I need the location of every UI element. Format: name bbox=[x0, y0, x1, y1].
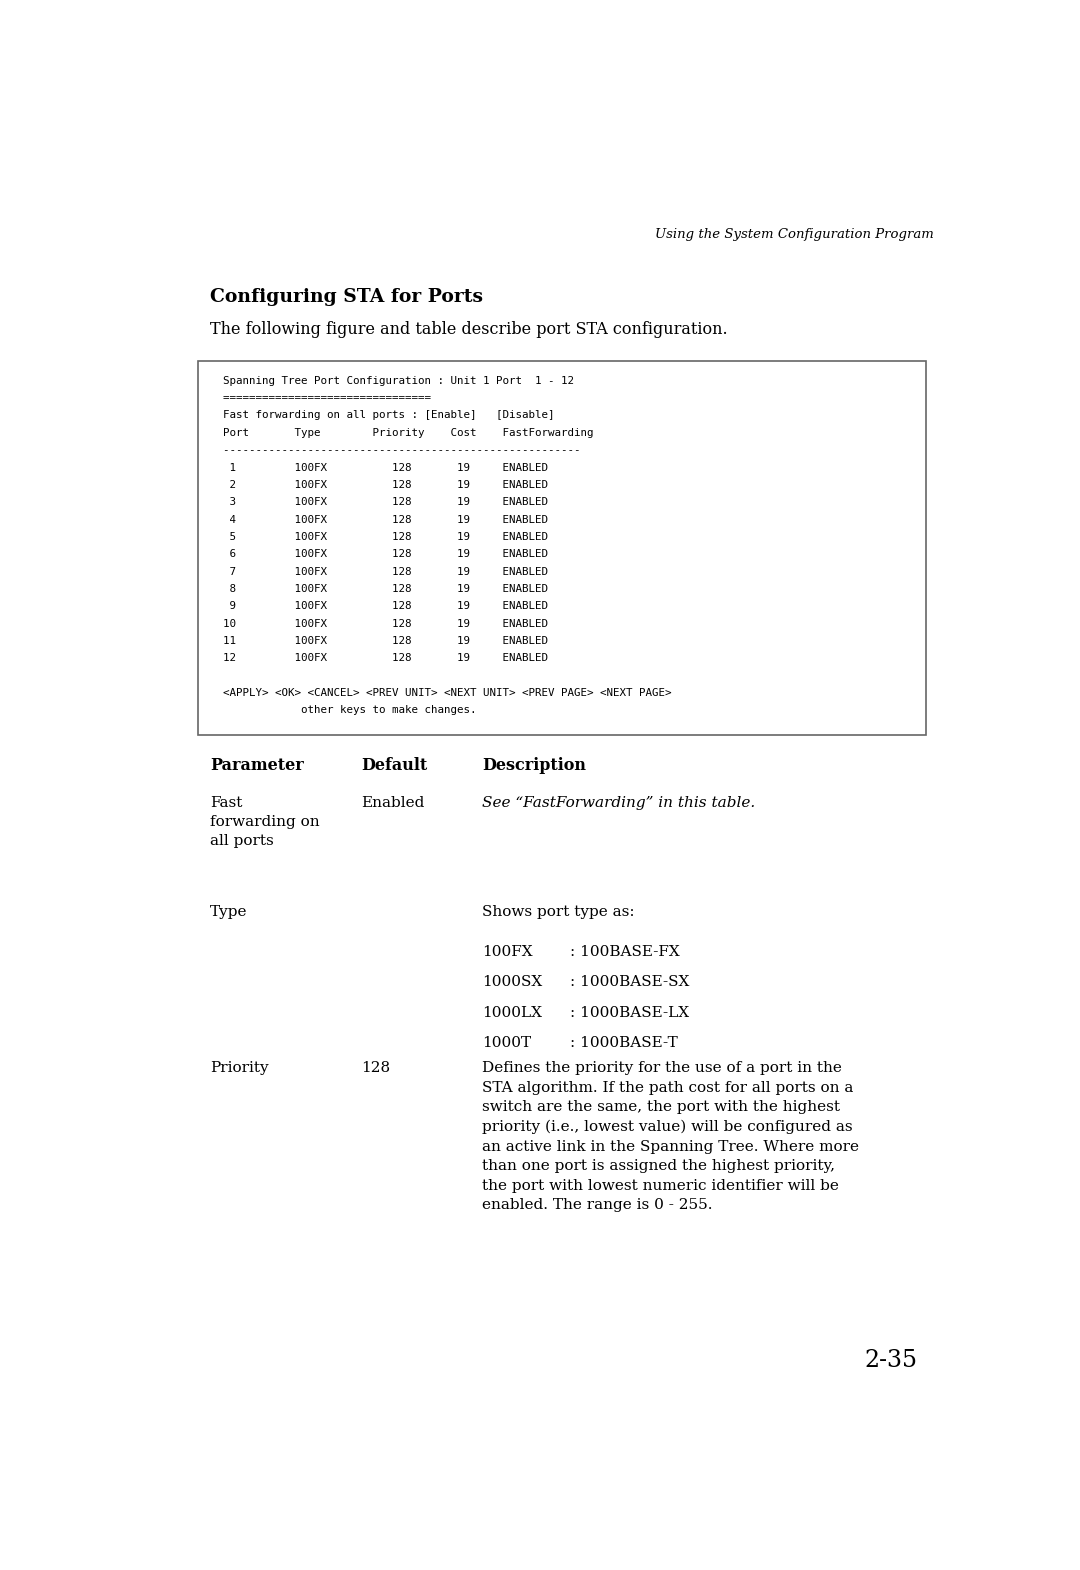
Text: 10         100FX          128       19     ENABLED: 10 100FX 128 19 ENABLED bbox=[211, 619, 549, 628]
Text: 3         100FX          128       19     ENABLED: 3 100FX 128 19 ENABLED bbox=[211, 498, 549, 507]
Text: 5         100FX          128       19     ENABLED: 5 100FX 128 19 ENABLED bbox=[211, 532, 549, 542]
Text: 1000LX: 1000LX bbox=[483, 1006, 542, 1019]
Text: 12         100FX          128       19     ENABLED: 12 100FX 128 19 ENABLED bbox=[211, 653, 549, 664]
Bar bbox=[198, 361, 926, 735]
Text: -------------------------------------------------------: ----------------------------------------… bbox=[211, 446, 581, 455]
Text: 11         100FX          128       19     ENABLED: 11 100FX 128 19 ENABLED bbox=[211, 636, 549, 645]
Text: : 1000BASE-LX: : 1000BASE-LX bbox=[570, 1006, 689, 1019]
Text: 128: 128 bbox=[361, 1061, 390, 1075]
Text: ================================: ================================ bbox=[211, 392, 431, 403]
Text: Shows port type as:: Shows port type as: bbox=[483, 906, 635, 920]
Text: 8         100FX          128       19     ENABLED: 8 100FX 128 19 ENABLED bbox=[211, 584, 549, 593]
Text: Description: Description bbox=[483, 757, 586, 774]
Text: 1000T: 1000T bbox=[483, 1036, 531, 1050]
Text: 2-35: 2-35 bbox=[865, 1349, 918, 1372]
Text: Default: Default bbox=[361, 757, 428, 774]
Text: 7         100FX          128       19     ENABLED: 7 100FX 128 19 ENABLED bbox=[211, 567, 549, 576]
Text: 6         100FX          128       19     ENABLED: 6 100FX 128 19 ENABLED bbox=[211, 550, 549, 559]
Text: : 1000BASE-SX: : 1000BASE-SX bbox=[570, 975, 690, 989]
Text: 9         100FX          128       19     ENABLED: 9 100FX 128 19 ENABLED bbox=[211, 601, 549, 611]
Text: Spanning Tree Port Configuration : Unit 1 Port  1 - 12: Spanning Tree Port Configuration : Unit … bbox=[211, 375, 575, 386]
Text: Fast
forwarding on
all ports: Fast forwarding on all ports bbox=[211, 796, 320, 848]
Text: Fast forwarding on all ports : [Enable]   [Disable]: Fast forwarding on all ports : [Enable] … bbox=[211, 410, 555, 421]
Text: Type: Type bbox=[211, 906, 247, 920]
Text: Using the System Configuration Program: Using the System Configuration Program bbox=[656, 228, 934, 242]
Text: Port       Type        Priority    Cost    FastForwarding: Port Type Priority Cost FastForwarding bbox=[211, 427, 594, 438]
Text: 1         100FX          128       19     ENABLED: 1 100FX 128 19 ENABLED bbox=[211, 463, 549, 473]
Text: Enabled: Enabled bbox=[361, 796, 424, 810]
Text: 4         100FX          128       19     ENABLED: 4 100FX 128 19 ENABLED bbox=[211, 515, 549, 524]
Text: Defines the priority for the use of a port in the
STA algorithm. If the path cos: Defines the priority for the use of a po… bbox=[483, 1061, 860, 1212]
Text: : 1000BASE-T: : 1000BASE-T bbox=[570, 1036, 678, 1050]
Text: Parameter: Parameter bbox=[211, 757, 305, 774]
Text: See “FastForwarding” in this table.: See “FastForwarding” in this table. bbox=[483, 796, 756, 810]
Text: <APPLY> <OK> <CANCEL> <PREV UNIT> <NEXT UNIT> <PREV PAGE> <NEXT PAGE>: <APPLY> <OK> <CANCEL> <PREV UNIT> <NEXT … bbox=[211, 688, 672, 699]
Text: other keys to make changes.: other keys to make changes. bbox=[211, 705, 477, 716]
Text: Priority: Priority bbox=[211, 1061, 269, 1075]
Text: 100FX: 100FX bbox=[483, 945, 534, 959]
Text: : 100BASE-FX: : 100BASE-FX bbox=[570, 945, 680, 959]
Text: The following figure and table describe port STA configuration.: The following figure and table describe … bbox=[211, 322, 728, 339]
Text: 2         100FX          128       19     ENABLED: 2 100FX 128 19 ENABLED bbox=[211, 480, 549, 490]
Text: 1000SX: 1000SX bbox=[483, 975, 542, 989]
Text: Configuring STA for Ports: Configuring STA for Ports bbox=[211, 287, 484, 306]
